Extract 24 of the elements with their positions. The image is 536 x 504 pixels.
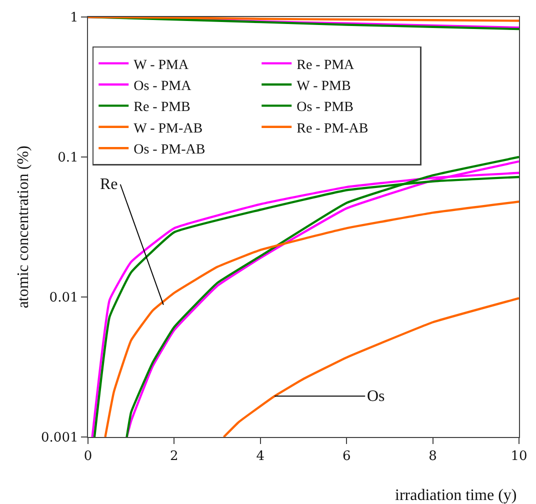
legend-label: Re - PMB xyxy=(134,100,190,116)
annotation: Os xyxy=(367,388,385,405)
legend-label: Re - PM-AB xyxy=(296,121,368,136)
line-series xyxy=(222,297,519,437)
legend-label: W - PMB xyxy=(296,78,351,94)
legend-label: Os - PMB xyxy=(296,100,354,116)
x-axis-title: irradiation time (y) xyxy=(395,487,517,504)
y-tick-label: 0.001 xyxy=(41,430,78,446)
legend-label: Re - PMA xyxy=(296,58,356,73)
x-tick-label: 2 xyxy=(170,448,178,464)
legend-label: W - PMA xyxy=(134,58,190,73)
legend-label: Os - PMA xyxy=(134,78,192,94)
x-tick-label: 0 xyxy=(84,448,92,464)
y-tick-label: 0.01 xyxy=(49,290,78,306)
y-axis-title: atomic concentration (%) xyxy=(14,146,32,308)
x-tick-label: 8 xyxy=(428,448,437,464)
y-tick-label: 0.1 xyxy=(58,150,78,166)
y-tick-label: 1 xyxy=(70,10,78,26)
x-tick-label: 6 xyxy=(342,448,351,464)
legend-label: Os - PM-AB xyxy=(134,142,206,158)
annotation: Re xyxy=(100,176,118,193)
x-tick-label: 4 xyxy=(256,448,265,464)
legend-label: W - PM-AB xyxy=(134,121,203,136)
x-tick-label: 10 xyxy=(510,448,528,464)
